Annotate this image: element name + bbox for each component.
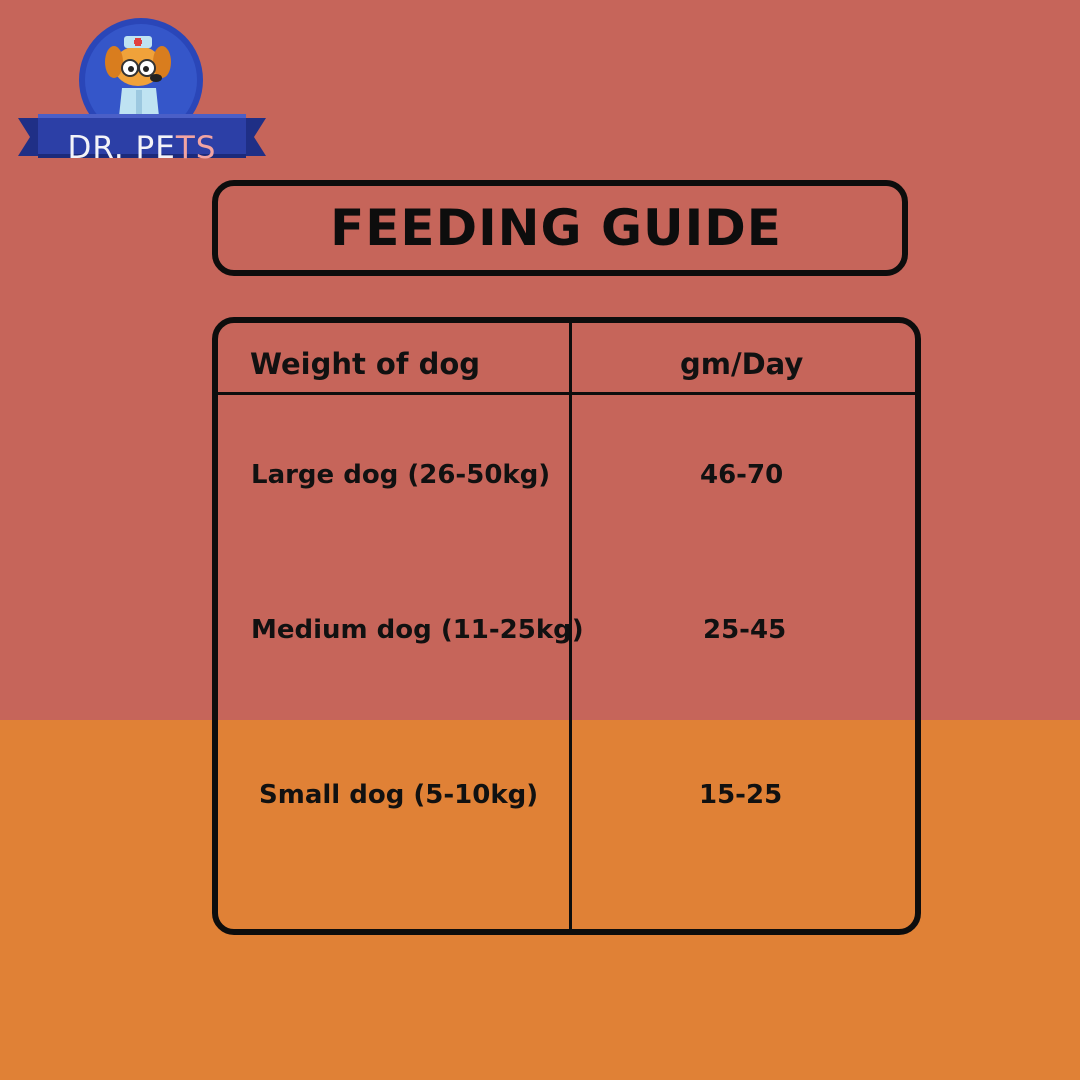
- background-bottom: [0, 720, 1080, 1080]
- logo-wordmark: DR. PETS: [44, 130, 240, 166]
- page-title: FEEDING GUIDE: [330, 199, 782, 257]
- title-box: FEEDING GUIDE: [212, 180, 908, 276]
- header-weight: Weight of dog: [250, 347, 481, 381]
- row-weight-small: Small dog (5-10kg): [259, 780, 539, 810]
- column-divider: [569, 323, 572, 929]
- feeding-table: Weight of dog gm/Day Large dog (26-50kg)…: [212, 317, 921, 935]
- dr-pets-logo: DR. PETS: [14, 18, 270, 166]
- row-amount-large: 46-70: [700, 460, 784, 490]
- header-divider: [218, 392, 915, 395]
- row-amount-small: 15-25: [699, 780, 783, 810]
- row-weight-medium: Medium dog (11-25kg): [251, 615, 584, 645]
- header-amount: gm/Day: [680, 347, 804, 381]
- logo-graphic: [18, 18, 266, 158]
- logo-wordmark-main: DR. PE: [67, 130, 176, 166]
- logo-wordmark-accent: TS: [175, 130, 217, 166]
- row-weight-large: Large dog (26-50kg): [251, 460, 551, 490]
- row-amount-medium: 25-45: [703, 615, 787, 645]
